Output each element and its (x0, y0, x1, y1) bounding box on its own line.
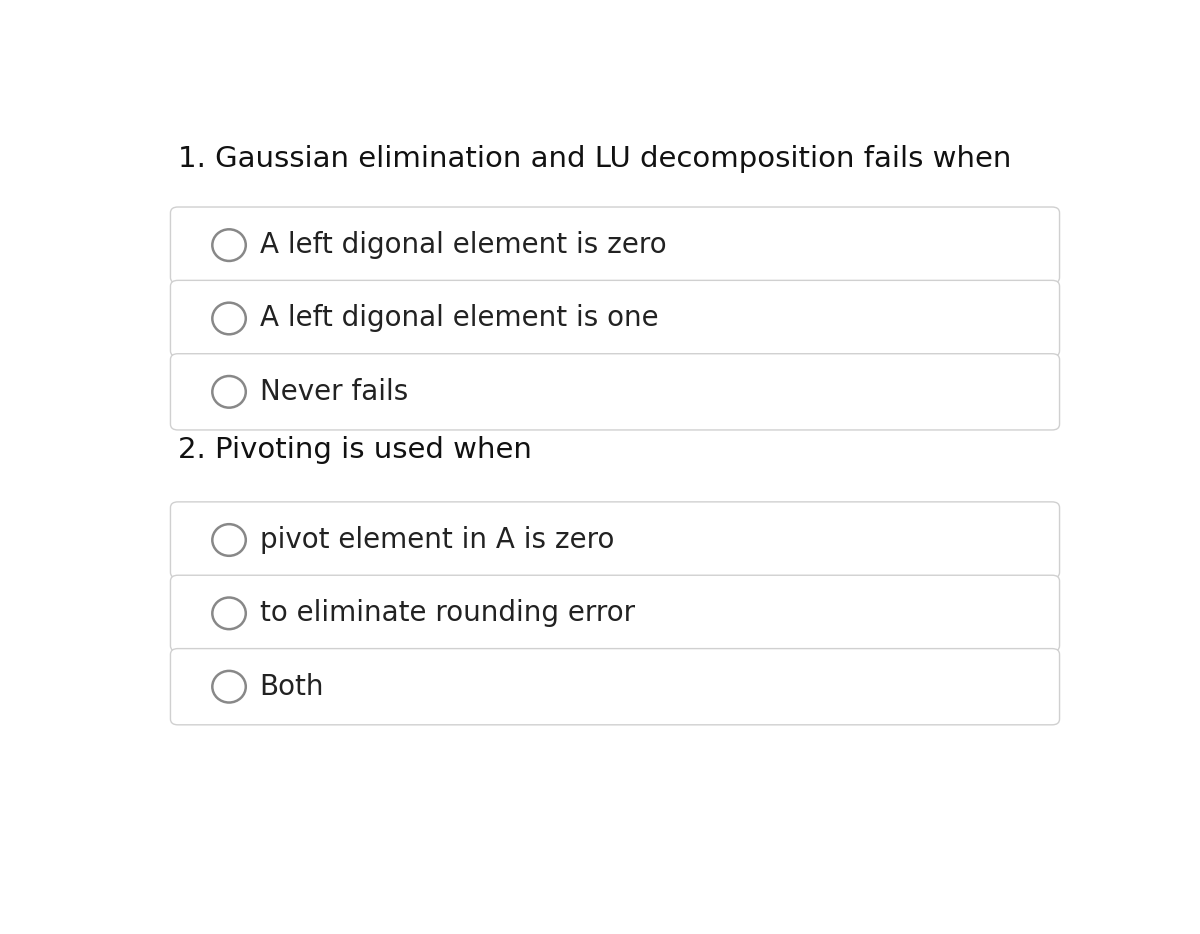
FancyBboxPatch shape (170, 648, 1060, 725)
Text: A left digonal element is one: A left digonal element is one (259, 304, 659, 333)
FancyBboxPatch shape (170, 575, 1060, 652)
Text: Never fails: Never fails (259, 378, 408, 406)
Ellipse shape (212, 230, 246, 261)
Ellipse shape (212, 598, 246, 630)
Ellipse shape (212, 303, 246, 334)
Text: 2. Pivoting is used when: 2. Pivoting is used when (178, 436, 532, 464)
Ellipse shape (212, 524, 246, 556)
Text: to eliminate rounding error: to eliminate rounding error (259, 600, 635, 628)
FancyBboxPatch shape (170, 280, 1060, 357)
FancyBboxPatch shape (170, 207, 1060, 283)
FancyBboxPatch shape (170, 354, 1060, 430)
Text: A left digonal element is zero: A left digonal element is zero (259, 231, 666, 259)
Text: 1. Gaussian elimination and LU decomposition fails when: 1. Gaussian elimination and LU decomposi… (178, 145, 1012, 173)
Ellipse shape (212, 671, 246, 702)
Ellipse shape (212, 376, 246, 407)
Text: pivot element in A is zero: pivot element in A is zero (259, 526, 614, 554)
Text: Both: Both (259, 672, 324, 700)
FancyBboxPatch shape (170, 502, 1060, 578)
